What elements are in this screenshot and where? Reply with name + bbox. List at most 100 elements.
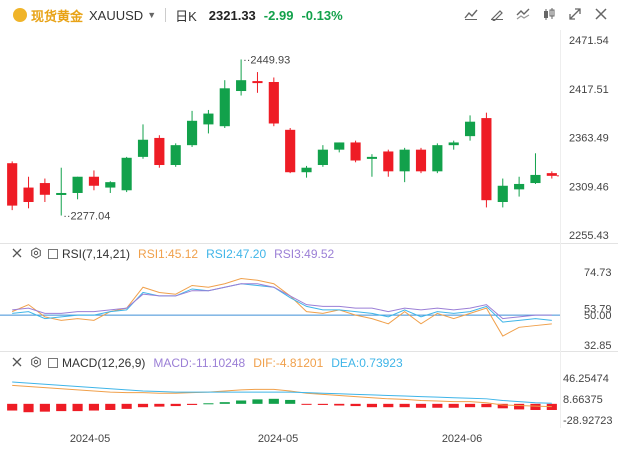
price-change-pct: -0.13% xyxy=(301,7,343,23)
indicator-settings-icon[interactable] xyxy=(464,7,478,21)
rsi2-value: RSI2:47.20 xyxy=(206,247,267,261)
macd-histogram-bar xyxy=(497,403,508,409)
instrument-symbol[interactable]: XAUUSD xyxy=(89,7,144,23)
macd-histogram-bar xyxy=(23,403,34,413)
macd-histogram-bar xyxy=(7,403,18,411)
x-axis-label: 2024-05 xyxy=(258,433,298,445)
candle-body xyxy=(105,182,116,188)
macd-histogram-bar xyxy=(236,400,247,404)
close-icon[interactable] xyxy=(594,7,608,21)
price-axis-label: 2309.46 xyxy=(569,181,609,193)
x-axis-label: 2024-05 xyxy=(70,433,110,445)
compare-icon[interactable] xyxy=(516,7,530,21)
chart-header: 现货黄金 XAUUSD ▼ 日K 2321.33 -2.99 -0.13% xyxy=(0,0,618,30)
macd-histogram-bar xyxy=(219,402,230,404)
candle-body xyxy=(317,149,328,166)
low-price-label: ··2277.04 xyxy=(63,211,110,223)
candle-body xyxy=(530,174,541,184)
settings-icon[interactable] xyxy=(30,246,42,262)
macd-histogram-bar xyxy=(415,403,427,408)
rsi-line-2 xyxy=(12,283,552,323)
candle-body xyxy=(252,81,263,84)
macd-histogram-bar xyxy=(334,403,345,406)
timeframe-selector[interactable]: 日K xyxy=(175,8,197,24)
macd-histogram-bar xyxy=(530,403,541,410)
candle-body xyxy=(236,80,247,92)
macd-histogram-bar xyxy=(464,403,476,408)
dea-value: DEA:0.73923 xyxy=(331,356,403,370)
macd-histogram-bar xyxy=(432,403,443,408)
candle-body xyxy=(88,176,100,186)
macd-histogram-bar xyxy=(268,398,279,404)
rsi-title: RSI(7,14,21) xyxy=(62,247,131,261)
price-axis-label: 2363.49 xyxy=(569,133,609,145)
instrument-name: 现货黄金 xyxy=(31,8,84,24)
macd-histogram-bar xyxy=(88,403,100,411)
candle-body xyxy=(415,149,427,172)
candle-body xyxy=(137,139,149,157)
macd-histogram-bar xyxy=(39,403,50,412)
candle-body xyxy=(219,88,230,127)
hide-panel-icon[interactable] xyxy=(12,247,22,261)
candle-body xyxy=(285,129,296,173)
settings-icon[interactable] xyxy=(30,355,42,371)
candle-body xyxy=(497,185,508,203)
macd-histogram-bar xyxy=(317,403,328,405)
macd-histogram-bar xyxy=(154,403,165,407)
macd-histogram-bar xyxy=(203,403,214,405)
macd-histogram-bar xyxy=(170,403,181,407)
draw-icon[interactable] xyxy=(490,7,504,21)
dif-line xyxy=(12,384,552,408)
candle-body xyxy=(432,145,443,172)
candle-body xyxy=(154,137,165,166)
candle-body xyxy=(203,113,214,125)
macd-histogram-bar xyxy=(350,403,361,407)
candle-type-icon[interactable] xyxy=(542,7,556,21)
gold-coin-icon xyxy=(13,8,27,22)
hide-panel-icon[interactable] xyxy=(12,356,22,370)
macd-histogram-bar xyxy=(366,403,378,408)
indicator-box-icon[interactable] xyxy=(48,358,58,368)
macd-histogram-bar xyxy=(137,403,149,408)
candle-body xyxy=(39,183,50,195)
rsi-line-1 xyxy=(11,277,552,337)
rsi-header: RSI(7,14,21) RSI1:45.12 RSI2:47.20 RSI3:… xyxy=(0,245,342,263)
macd-value: MACD:-11.10248 xyxy=(153,356,246,370)
candle-body xyxy=(546,173,557,176)
candle-body xyxy=(72,176,83,193)
rsi-axis-label: 50.00 xyxy=(584,310,612,322)
rsi3-value: RSI3:49.52 xyxy=(274,247,335,261)
x-axis-label: 2024-06 xyxy=(442,433,482,445)
macd-axis-label: 8.66375 xyxy=(563,394,603,406)
macd-histogram-bar xyxy=(383,403,394,408)
chart-toolbar xyxy=(464,7,608,21)
chevron-down-icon[interactable]: ▼ xyxy=(147,10,157,20)
candle-body xyxy=(366,156,378,159)
candle-body xyxy=(170,145,181,166)
rsi-axis-label: 74.73 xyxy=(584,267,612,279)
rsi-line-3 xyxy=(12,283,552,320)
candle-body xyxy=(186,120,198,146)
price-axis-label: 2417.51 xyxy=(569,84,609,96)
high-price-label: ··2449.93 xyxy=(243,54,290,66)
macd-histogram-bar xyxy=(121,403,132,409)
indicator-box-icon[interactable] xyxy=(48,249,58,259)
candle-body xyxy=(514,183,525,190)
macd-title: MACD(12,26,9) xyxy=(62,356,146,370)
last-price: 2321.33 xyxy=(208,7,256,23)
price-axis-label: 2255.43 xyxy=(569,230,609,242)
expand-icon[interactable] xyxy=(568,7,582,21)
divider xyxy=(165,8,167,22)
candle-body xyxy=(334,142,345,150)
macd-axis-label: 46.25474 xyxy=(563,373,609,385)
macd-histogram-bar xyxy=(105,403,116,410)
candle-body xyxy=(301,167,312,173)
macd-histogram-bar xyxy=(514,403,525,410)
macd-histogram-bar xyxy=(448,403,459,408)
price-axis-label: 2471.54 xyxy=(569,35,609,47)
macd-histogram-bar xyxy=(186,403,198,405)
candle-body xyxy=(268,81,279,124)
macd-histogram-bar xyxy=(252,399,263,404)
candle-body xyxy=(448,142,459,146)
